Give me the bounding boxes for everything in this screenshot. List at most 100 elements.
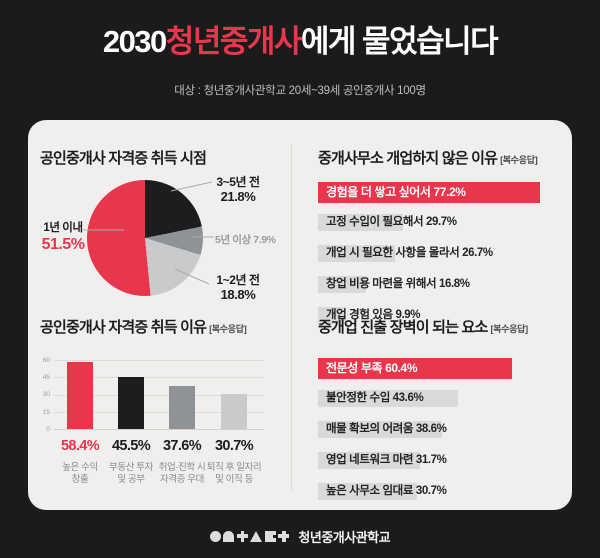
bar-category-label: 퇴직 후 일자리 및 이직 등 [206, 462, 262, 485]
hbar-label: 창업 비용 마련을 위해서 [326, 278, 437, 290]
section-title-acquire-reason-text: 공인중개사 자격증 취득 이유 [40, 319, 207, 336]
hbar-label: 높은 사무소 임대료 [326, 485, 414, 497]
section-title-barrier-text: 중개업 진출 장벽이 되는 요소 [318, 319, 488, 336]
title-prefix: 2030 [102, 24, 167, 59]
gridline [54, 394, 264, 396]
hbar-pct: 26.7% [462, 247, 493, 259]
multi-answer-note: [복수응답] [490, 324, 528, 334]
y-axis-tick: 15 [42, 409, 50, 416]
pie-label-5plus-pct: 7.9% [253, 234, 276, 246]
hbar-pct: 30.7% [415, 485, 447, 497]
logo-plus-icon [278, 530, 290, 542]
pie-label-1-2yr-text: 1~2년 전 [216, 273, 260, 287]
hbar-fill [318, 358, 512, 379]
hbar-fill [318, 390, 458, 407]
bar-invest-study [118, 376, 144, 429]
hbar-fill [318, 276, 367, 293]
title-suffix: 에게 물었습니다 [300, 24, 499, 59]
callout-line-1-2yr [174, 268, 210, 285]
survey-subject: 대상 : 청년중개사관학교 20세~39세 공인중개사 100명 [174, 85, 426, 97]
hbar-text: 불안정한 수입 43.6% [318, 390, 540, 407]
hbar-fill [318, 452, 420, 469]
pie-label-5plus-text: 5년 이상 [215, 234, 251, 246]
section-title-not-open: 중개사무소 개업하지 않은 이유 [복수응답] [318, 147, 538, 168]
pie-label-1yr: 1년 이내 51.5% [36, 221, 90, 254]
bar-value-label: 58.4% [60, 438, 100, 454]
gridline [54, 360, 264, 361]
hbar-fill [318, 421, 442, 438]
hbar-pct: 9.9% [395, 309, 421, 321]
hbar-text: 경험을 더 쌓고 싶어서 77.2% [318, 182, 540, 203]
pie-label-1-2yr-pct: 18.8% [220, 287, 256, 302]
hbar-row: 높은 사무소 임대료 30.7% [318, 483, 540, 500]
hbar-text: 매물 확보의 어려움 38.6% [318, 421, 540, 438]
hbar-pct: 38.6% [415, 423, 447, 435]
bar-job-preference [169, 385, 195, 429]
hbar-row: 매물 확보의 어려움 38.6% [318, 421, 540, 438]
column-divider [291, 145, 292, 490]
pie-label-3-5yr: 3~5년 전 21.8% [188, 175, 288, 204]
hbar-label: 불안정한 수입 [326, 392, 390, 404]
bar-value-label: 30.7% [214, 438, 254, 454]
pie-chart [87, 180, 203, 296]
multi-answer-note: [복수응답] [209, 324, 247, 334]
y-axis-tick: 45 [42, 374, 50, 381]
pie-label-1yr-text: 1년 이내 [43, 222, 83, 234]
hbar-text: 창업 비용 마련을 위해서 16.8% [318, 276, 540, 293]
pie-label-1-2yr: 1~2년 전 18.8% [188, 273, 288, 302]
multi-answer-note: [복수응답] [500, 155, 538, 165]
hbar-label: 경험을 더 쌓고 싶어서 [326, 185, 431, 199]
hbar-fill [318, 245, 395, 262]
hbar-text: 전문성 부족 60.4% [318, 358, 540, 379]
pie-label-3-5yr-text: 3~5년 전 [216, 175, 260, 189]
bar-category-label: 부동산 투자 및 공부 [109, 462, 153, 485]
hbar-label: 고정 수입이 필요해서 [326, 216, 424, 228]
hbar-pct: 16.8% [438, 278, 470, 290]
title-accent: 청년중개사 [165, 24, 303, 59]
pie-label-3-5yr-pct: 21.8% [220, 189, 256, 204]
hbar-row: 영업 네트워크 마련 31.7% [318, 452, 540, 469]
section-title-barrier: 중개업 진출 장벽이 되는 요소 [복수응답] [318, 316, 528, 337]
brand-name: 청년중개사관학교 [298, 529, 391, 545]
logo-square-icon [264, 530, 276, 542]
hbar-pct: 29.7% [426, 216, 457, 228]
hbar-text: 영업 네트워크 마련 31.7% [318, 452, 540, 469]
hbar-label: 매물 확보의 어려움 [326, 423, 414, 435]
hbar-fill [318, 483, 417, 500]
hbar-row: 창업 비용 마련을 위해서 16.8% [318, 276, 540, 293]
gridline [54, 377, 264, 379]
bar-value-label: 45.5% [111, 438, 151, 454]
pie-label-5plus: 5년 이상 7.9% [215, 232, 276, 247]
hbar-text: 고정 수입이 필요해서 29.7% [318, 214, 540, 231]
logo-arch-icon [223, 530, 235, 542]
hbar-row: 불안정한 수입 43.6% [318, 390, 540, 407]
bar-category-label: 높은 수익 창출 [62, 462, 98, 485]
hbar-fill [318, 214, 404, 231]
logo-plus-icon [236, 530, 248, 542]
hbar-fill [318, 307, 347, 324]
infographic-card: 공인중개사 자격증 취득 시점 3~5년 전 21.8% 5년 이상 7.9% … [28, 120, 572, 510]
baseline [54, 429, 264, 430]
hbar-row: 경험을 더 쌓고 싶어서 77.2% [318, 182, 540, 203]
hbar-row: 고정 수입이 필요해서 29.7% [318, 214, 540, 231]
hbar-pct: 77.2% [433, 185, 466, 199]
bar-category-label: 취업·진학 시 자격증 우대 [158, 462, 206, 485]
hbar-row: 개업 경험 있음 9.9% [318, 307, 540, 324]
section-title-acquire-time: 공인중개사 자격증 취득 시점 [40, 150, 207, 167]
hbar-text: 개업 경험 있음 9.9% [318, 307, 540, 324]
bar-after-retire [221, 393, 247, 429]
hbar-pct: 31.7% [415, 454, 447, 466]
y-axis-tick: 60 [42, 357, 50, 364]
ontact-logo [209, 530, 290, 542]
hbar-pct: 60.4% [385, 361, 418, 375]
hbar-row: 전문성 부족 60.4% [318, 358, 540, 379]
bar-high-income [67, 361, 93, 429]
hbar-label: 영업 네트워크 마련 [326, 454, 414, 466]
y-axis-tick: 30 [42, 391, 50, 398]
pie-callout-lines [83, 181, 214, 285]
logo-triangle-icon [250, 530, 263, 542]
gridline [54, 411, 264, 413]
hbar-label: 개업 시 필요한 사항을 몰라서 [326, 247, 460, 259]
hbar-text: 개업 시 필요한 사항을 몰라서 26.7% [318, 245, 540, 262]
bar-chart-plot [54, 360, 264, 430]
